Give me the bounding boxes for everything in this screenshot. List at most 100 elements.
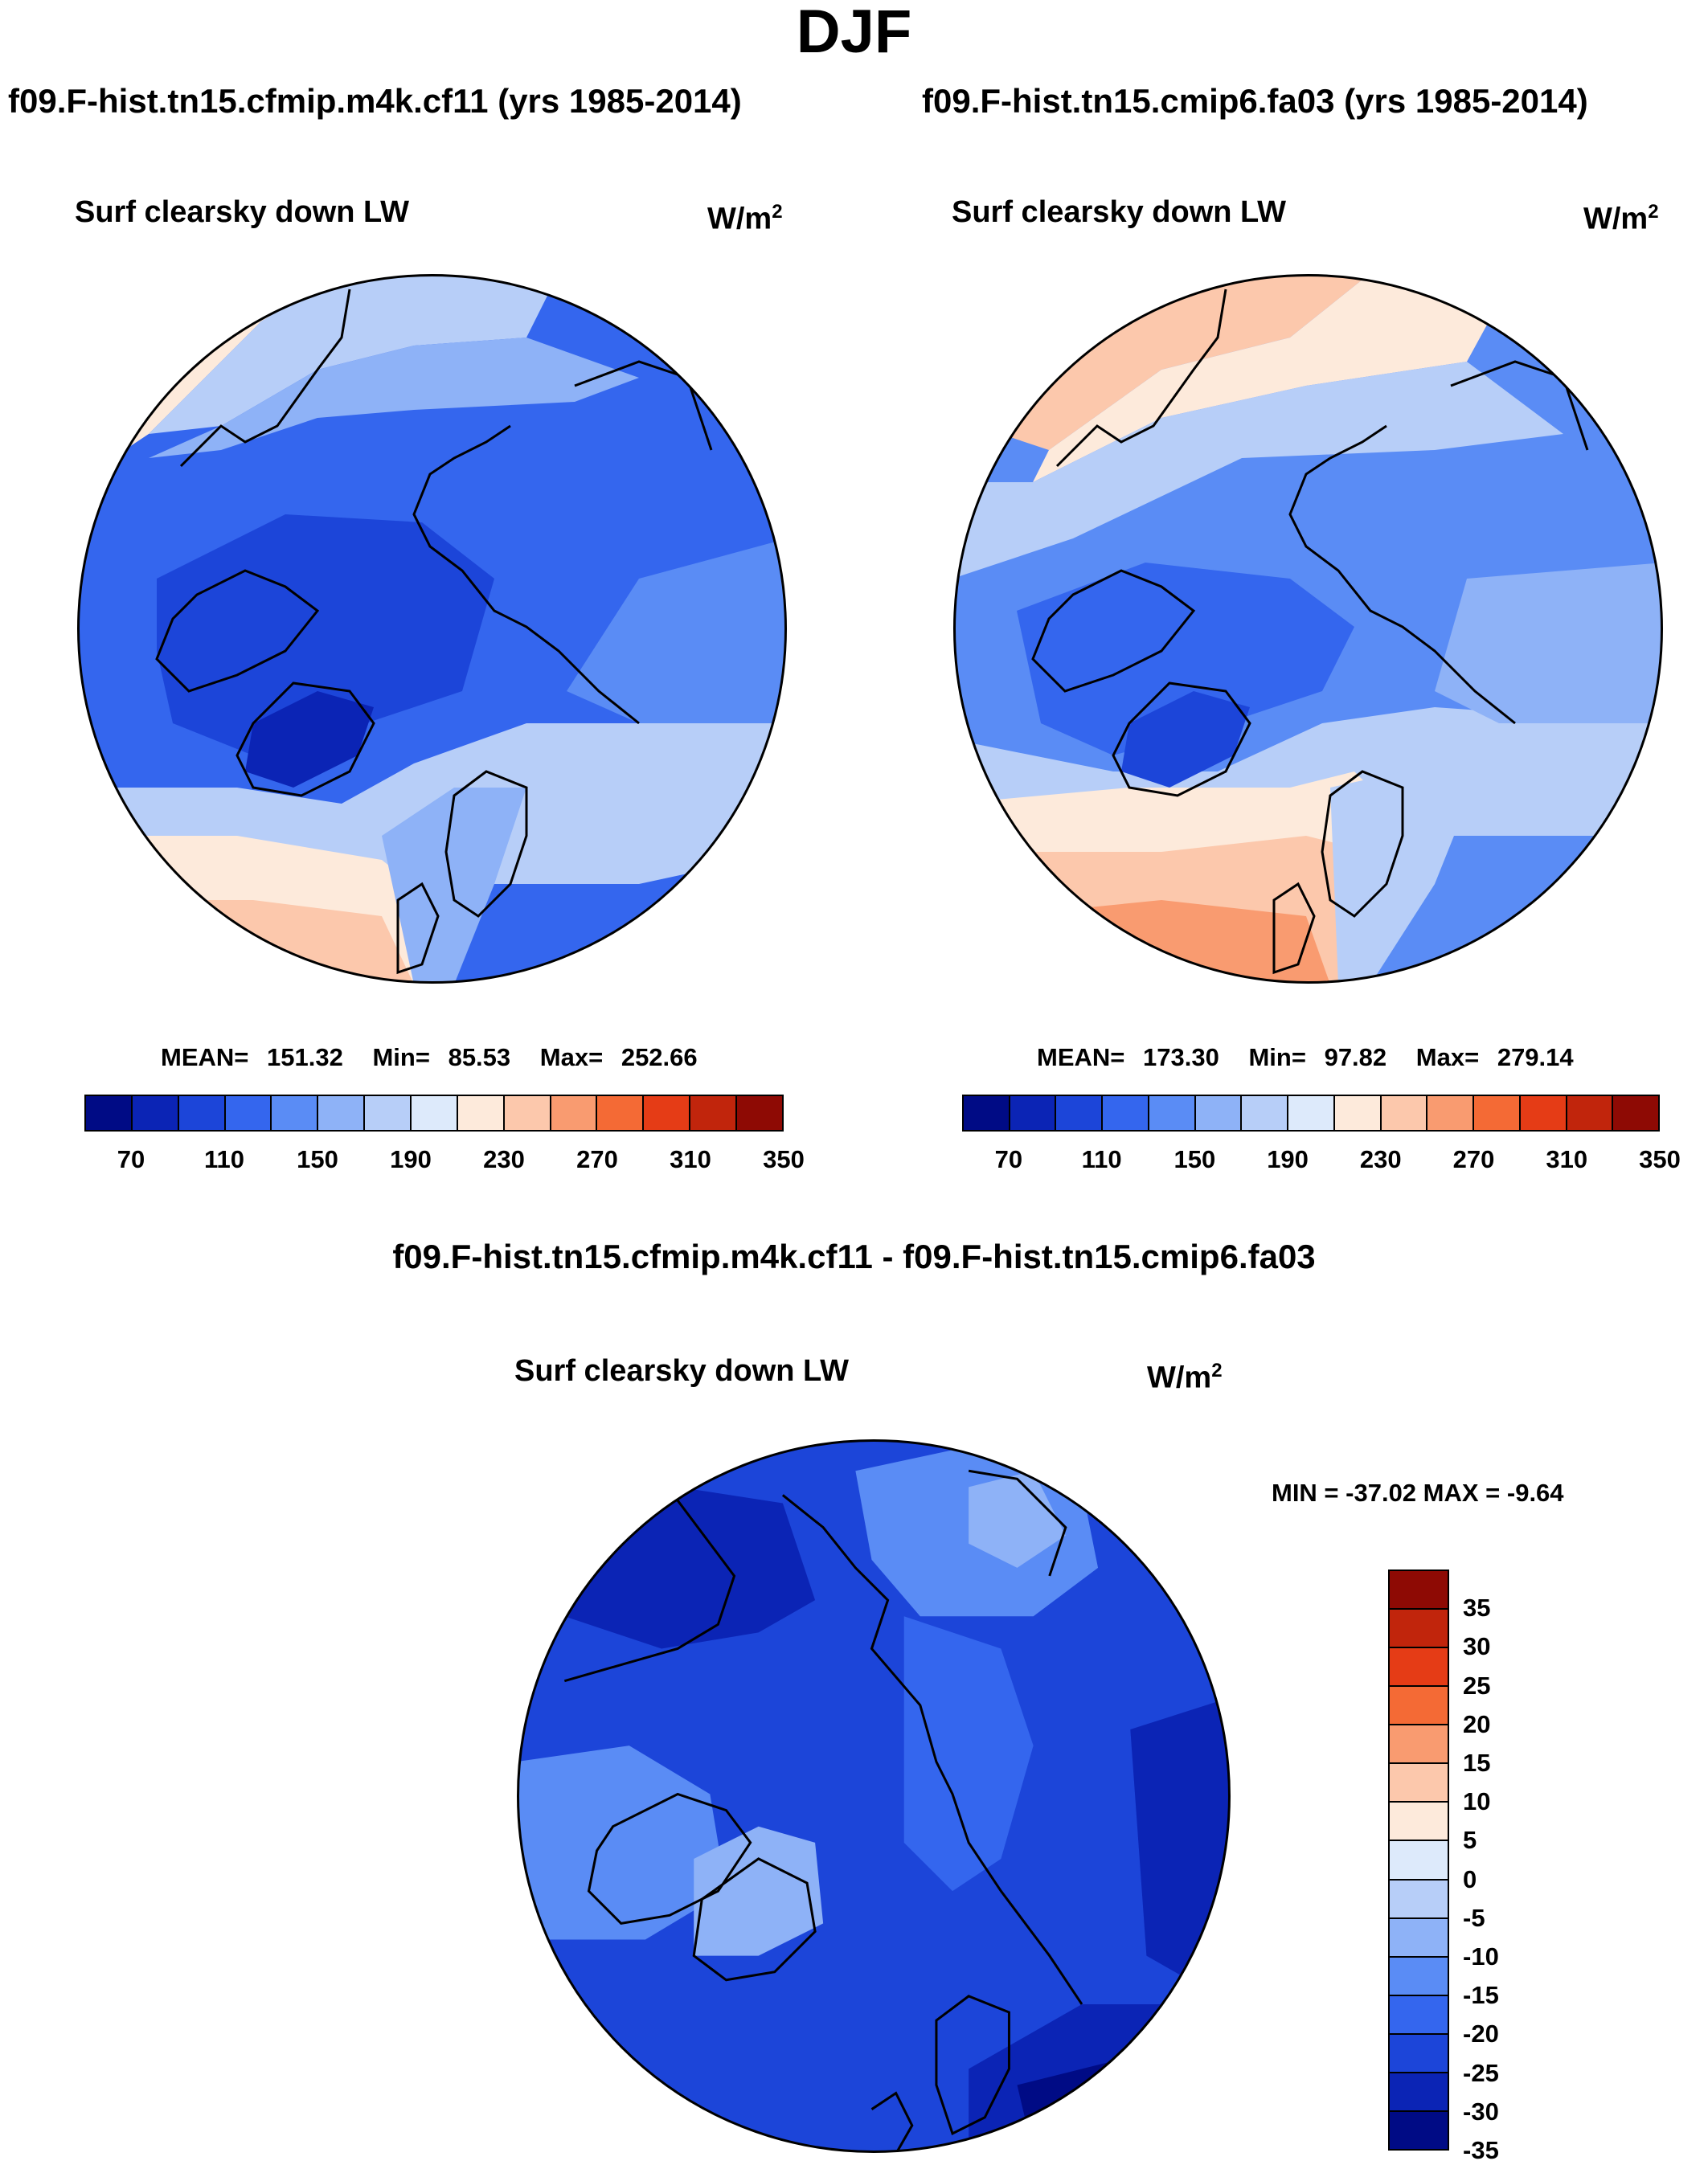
panel2-max: Max= 279.14 <box>1415 1043 1574 1071</box>
colorbar-cell <box>1520 1096 1567 1130</box>
panel2-mean: MEAN= 173.30 <box>1037 1043 1219 1071</box>
diff-title: f09.F-hist.tn15.cfmip.m4k.cf11 - f09.F-h… <box>392 1238 1316 1275</box>
colorbar-cell <box>1390 1610 1448 1649</box>
diff-map <box>517 1439 1231 2153</box>
colorbar-cell <box>1390 1687 1448 1726</box>
colorbar-cell <box>1390 1648 1448 1688</box>
colorbar-cell <box>132 1096 179 1130</box>
colorbar-cell <box>1567 1096 1614 1130</box>
colorbar-tick-label: -20 <box>1463 2020 1499 2048</box>
colorbar-cell <box>1056 1096 1104 1130</box>
colorbar-tick-label: 110 <box>203 1145 245 1173</box>
panel1-case-title: f09.F-hist.tn15.cfmip.m4k.cf11 (yrs 1985… <box>8 82 742 120</box>
colorbar-cell <box>1390 1803 1448 1842</box>
map2-band-greenland <box>1121 691 1250 788</box>
panel1-colorbar-labels: 70 110 150 190 230 270 310 350 <box>84 1145 805 1177</box>
panel1-colorbar <box>84 1095 784 1132</box>
map3-band-ne-pale <box>969 1471 1066 1568</box>
panel1-max: Max= 252.66 <box>539 1043 698 1071</box>
panel2-case-title: f09.F-hist.tn15.cmip6.fa03 (yrs 1985-201… <box>922 82 1588 120</box>
colorbar-tick-label: 190 <box>390 1145 432 1173</box>
colorbar-tick-label: 270 <box>1452 1145 1495 1173</box>
panel1-min: Min= 85.53 <box>372 1043 511 1071</box>
map1-band-pacific-mid <box>149 275 559 434</box>
colorbar-cell <box>1390 1725 1448 1765</box>
colorbar-cell <box>272 1096 319 1130</box>
colorbar-cell <box>504 1096 551 1130</box>
colorbar-cell <box>1390 2034 1448 2073</box>
diff-colorbar-labels: 35 30 25 20 15 10 5 0 -5 -10 -15 -20 -25 -30 -35 <box>1463 1570 1543 2164</box>
colorbar-cell <box>1390 1764 1448 1803</box>
map2-band-pacific-warm <box>1001 275 1370 450</box>
colorbar-cell <box>1474 1096 1521 1130</box>
map2-coastlines <box>1031 289 1589 975</box>
panel1-mean: MEAN= 151.32 <box>161 1043 343 1071</box>
colorbar-tick-label: 0 <box>1463 1864 1477 1893</box>
colorbar-tick-label: 230 <box>1359 1145 1402 1173</box>
colorbar-tick-label: 10 <box>1463 1787 1491 1816</box>
map2-boundary <box>953 274 1663 984</box>
colorbar-tick-label: 110 <box>1081 1145 1122 1173</box>
colorbar-cell <box>365 1096 412 1130</box>
map2-band-europe <box>1330 771 1467 983</box>
panel1-map <box>77 274 787 984</box>
map1-coastlines <box>155 289 713 975</box>
map1-band-arctic-deep <box>157 514 494 755</box>
colorbar-tick-label: 310 <box>1546 1145 1588 1173</box>
map3-band-canada-light <box>518 1746 727 1940</box>
panel2-colorbar <box>962 1095 1660 1132</box>
map2-band-arctic <box>1017 563 1354 755</box>
colorbar-cell <box>86 1096 133 1130</box>
colorbar-cell <box>1390 1918 1448 1958</box>
colorbar-tick-label: 70 <box>117 1145 145 1173</box>
colorbar-tick-label: -10 <box>1463 1942 1499 1971</box>
colorbar-tick-label: -35 <box>1463 2136 1499 2164</box>
colorbar-cell <box>1390 1571 1448 1610</box>
colorbar-cell <box>1195 1096 1243 1130</box>
colorbar-cell <box>1010 1096 1057 1130</box>
map2-band-siberia <box>1435 563 1662 723</box>
colorbar-tick-label: 35 <box>1463 1594 1491 1623</box>
colorbar-cell <box>644 1096 691 1130</box>
colorbar-tick-label: 230 <box>483 1145 525 1173</box>
map1-boundary <box>77 274 787 984</box>
colorbar-cell <box>737 1096 782 1130</box>
map1-band-europe <box>382 788 526 983</box>
colorbar-cell <box>1381 1096 1428 1130</box>
colorbar-cell <box>1390 2073 1448 2112</box>
map2-band-pacific-light <box>954 362 1563 579</box>
colorbar-cell <box>1427 1096 1475 1130</box>
colorbar-cell <box>1288 1096 1335 1130</box>
panel1-units: W/m2 <box>707 201 783 236</box>
colorbar-tick-label: 20 <box>1463 1709 1491 1738</box>
colorbar-tick-label: -15 <box>1463 1981 1499 2010</box>
colorbar-cell <box>690 1096 738 1130</box>
colorbar-cell <box>551 1096 598 1130</box>
colorbar-cell <box>457 1096 505 1130</box>
colorbar-tick-label: 30 <box>1463 1632 1491 1661</box>
colorbar-cell <box>225 1096 272 1130</box>
colorbar-tick-label: -5 <box>1463 1903 1485 1932</box>
main-title: DJF <box>796 0 912 66</box>
map3-band-arctic-mid <box>903 1616 1034 1892</box>
colorbar-tick-label: -30 <box>1463 2097 1499 2126</box>
colorbar-cell <box>1103 1096 1149 1130</box>
diff-minmax: MIN = -37.02 MAX = -9.64 <box>1272 1479 1564 1507</box>
panel2-units: W/m2 <box>1583 201 1659 236</box>
panel2-map <box>953 274 1663 984</box>
colorbar-tick-label: 150 <box>297 1145 338 1173</box>
colorbar-cell <box>318 1096 366 1130</box>
map1-band-siberia-light <box>567 538 786 723</box>
colorbar-cell <box>1613 1096 1659 1130</box>
colorbar-tick-label: 150 <box>1173 1145 1216 1173</box>
map3-boundary <box>517 1439 1231 2153</box>
colorbar-tick-label: 5 <box>1463 1826 1477 1855</box>
colorbar-cell <box>1242 1096 1289 1130</box>
map3-band-greenland-pale <box>694 1826 824 1956</box>
colorbar-cell <box>412 1096 458 1130</box>
colorbar-cell <box>1390 1957 1448 1996</box>
colorbar-tick-label: 190 <box>1267 1145 1309 1173</box>
diff-variable-title: Surf clearsky down LW <box>514 1354 849 1388</box>
map1-band-greenland-core <box>245 691 374 788</box>
colorbar-tick-label: 310 <box>670 1145 711 1173</box>
